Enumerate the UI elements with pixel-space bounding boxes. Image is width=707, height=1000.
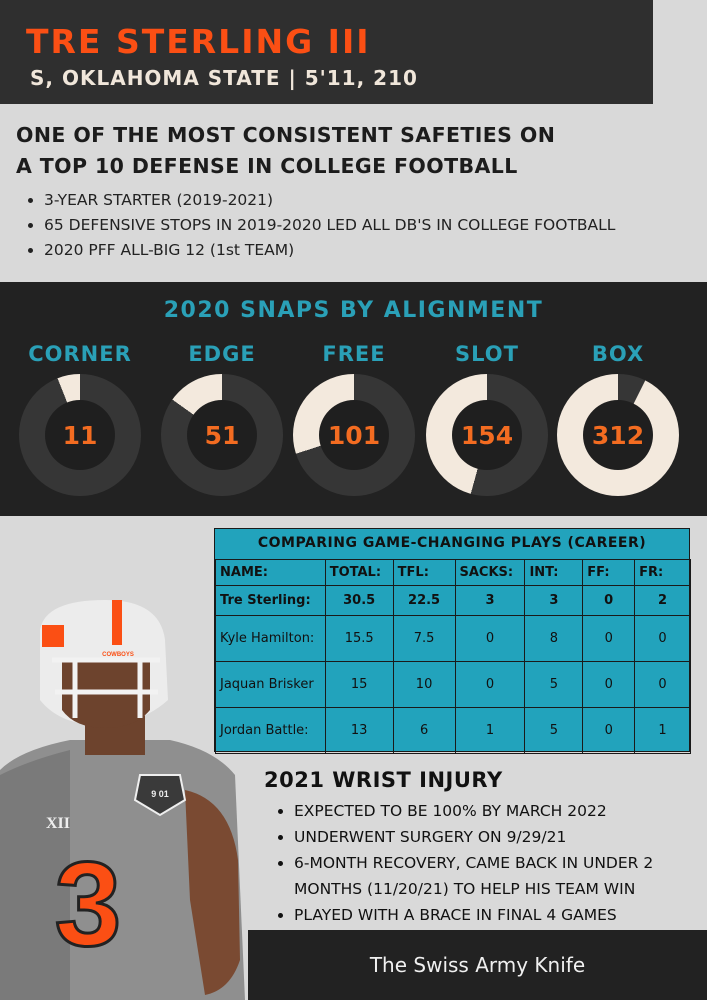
donut-corner: CORNER 11: [14, 342, 146, 496]
injury-bullet: UNDERWENT SURGERY ON 9/29/21: [294, 824, 704, 850]
helmet-text: COWBOYS: [102, 652, 134, 658]
cell-tfl: 7.5: [392, 615, 456, 662]
injury-bullet: EXPECTED TO BE 100% BY MARCH 2022: [294, 798, 704, 824]
donut-label: BOX: [591, 342, 645, 366]
cell-total: 15: [324, 661, 394, 708]
intro-bullet: 3-YEAR STARTER (2019-2021): [44, 188, 696, 213]
cell-ff: 0: [582, 707, 636, 754]
helmet-logo: [42, 625, 64, 647]
intro-bullets: 3-YEAR STARTER (2019-2021) 65 DEFENSIVE …: [44, 188, 696, 263]
facemask: [52, 657, 160, 718]
donut-label: FREE: [322, 342, 386, 366]
snaps-title: 2020 SNAPS BY ALIGNMENT: [163, 298, 544, 323]
header-banner: TRE STERLING III S, OKLAHOMA STATE | 5'1…: [0, 0, 653, 104]
donut-edge: EDGE 51: [156, 342, 288, 496]
donut-slot: SLOT 154: [421, 342, 553, 496]
cell-total: 13: [324, 707, 394, 754]
cell-tfl: 22.5: [392, 585, 456, 616]
donut-box: BOX 312: [552, 342, 684, 496]
helmet-stripe: [112, 600, 122, 645]
col-header-int: INT:: [524, 559, 584, 586]
face-shape: [62, 662, 150, 728]
cell-name: Kyle Hamilton:: [215, 615, 326, 662]
player-subtitle: S, OKLAHOMA STATE | 5'11, 210: [30, 66, 418, 90]
comparison-table-panel: COMPARING GAME-CHANGING PLAYS (CAREER) N…: [214, 528, 691, 754]
snaps-section: 2020 SNAPS BY ALIGNMENT CORNER 11 EDGE 51 FR…: [0, 282, 707, 516]
headline-line-2: A TOP 10 DEFENSE IN COLLEGE FOOTBALL: [16, 154, 518, 178]
cell-total: 15.5: [324, 615, 394, 662]
donut-ring: 51: [161, 374, 283, 496]
conference-mark: XII: [46, 815, 70, 832]
cell-fr: 2: [634, 585, 691, 616]
donut-free: FREE 101: [288, 342, 420, 496]
donut-label: EDGE: [188, 342, 256, 366]
table-row: Jaquan Brisker 15 10 0 5 0 0: [215, 661, 691, 708]
cell-total: 30.5: [324, 585, 394, 616]
comparison-title: COMPARING GAME-CHANGING PLAYS (CAREER): [257, 535, 647, 551]
injury-section: 2021 WRIST INJURY EXPECTED TO BE 100% BY…: [264, 768, 704, 928]
intro-bullet: 65 DEFENSIVE STOPS IN 2019-2020 LED ALL …: [44, 213, 696, 238]
injury-bullet: 6-MONTH RECOVERY, CAME BACK IN UNDER 2 M…: [294, 850, 704, 902]
injury-heading: 2021 WRIST INJURY: [264, 768, 503, 792]
donut-label: CORNER: [28, 342, 132, 366]
cell-name: Tre Sterling:: [215, 585, 326, 616]
cell-int: 5: [524, 707, 584, 754]
cell-sacks: 3: [454, 585, 526, 616]
donut-value: 312: [583, 400, 653, 470]
cell-ff: 0: [582, 585, 636, 616]
patch-text: 9 01: [151, 789, 169, 799]
footer-text: The Swiss Army Knife: [369, 953, 586, 977]
col-header-total: TOTAL:: [324, 559, 394, 586]
cell-sacks: 1: [454, 707, 526, 754]
injury-bullet: PLAYED WITH A BRACE IN FINAL 4 GAMES: [294, 902, 704, 928]
table-row: Kyle Hamilton: 15.5 7.5 0 8 0 0: [215, 615, 691, 662]
col-header-tfl: TFL:: [392, 559, 456, 586]
arm-shape: [185, 790, 240, 995]
cell-sacks: 0: [454, 615, 526, 662]
col-header-sacks: SACKS:: [454, 559, 526, 586]
cell-tfl: 6: [392, 707, 456, 754]
cell-fr: 0: [634, 615, 691, 662]
cell-ff: 0: [582, 615, 636, 662]
donut-ring: 11: [19, 374, 141, 496]
player-name: TRE STERLING III: [26, 22, 371, 61]
cell-tfl: 10: [392, 661, 456, 708]
table-row: Jordan Battle: 13 6 1 5 0 1: [215, 707, 691, 754]
comparison-table: NAME: TOTAL: TFL: SACKS: INT: FF: FR: Tr…: [215, 559, 691, 754]
donut-value: 51: [187, 400, 257, 470]
cell-int: 8: [524, 615, 584, 662]
cell-name: Jaquan Brisker: [215, 661, 326, 708]
cell-int: 3: [524, 585, 584, 616]
headline-line-1: ONE OF THE MOST CONSISTENT SAFETIES ON: [16, 123, 556, 147]
cell-fr: 0: [634, 661, 691, 708]
injury-bullets: EXPECTED TO BE 100% BY MARCH 2022 UNDERW…: [294, 798, 704, 928]
cell-int: 5: [524, 661, 584, 708]
donut-ring: 101: [293, 374, 415, 496]
footer-banner: The Swiss Army Knife: [248, 930, 707, 1000]
player-photo: COWBOYS XII 9 01 3: [0, 600, 245, 1000]
donut-value: 101: [319, 400, 389, 470]
cell-sacks: 0: [454, 661, 526, 708]
col-header-name: NAME:: [215, 559, 326, 586]
donut-value: 11: [45, 400, 115, 470]
intro-section: ONE OF THE MOST CONSISTENT SAFETIES ON A…: [16, 120, 696, 263]
cell-fr: 1: [634, 707, 691, 754]
cell-ff: 0: [582, 661, 636, 708]
donut-ring: 312: [557, 374, 679, 496]
col-header-fr: FR:: [634, 559, 691, 586]
donut-label: SLOT: [455, 342, 519, 366]
jersey-number: 3: [55, 837, 122, 971]
donut-ring: 154: [426, 374, 548, 496]
cell-name: Jordan Battle:: [215, 707, 326, 754]
donut-value: 154: [452, 400, 522, 470]
jersey-shoulder-shade: [0, 750, 70, 1000]
table-header-row: NAME: TOTAL: TFL: SACKS: INT: FF: FR:: [215, 559, 691, 586]
col-header-ff: FF:: [582, 559, 636, 586]
intro-bullet: 2020 PFF ALL-BIG 12 (1st TEAM): [44, 238, 696, 263]
table-row: Tre Sterling: 30.5 22.5 3 3 0 2: [215, 585, 691, 616]
memorial-patch: [133, 774, 187, 817]
